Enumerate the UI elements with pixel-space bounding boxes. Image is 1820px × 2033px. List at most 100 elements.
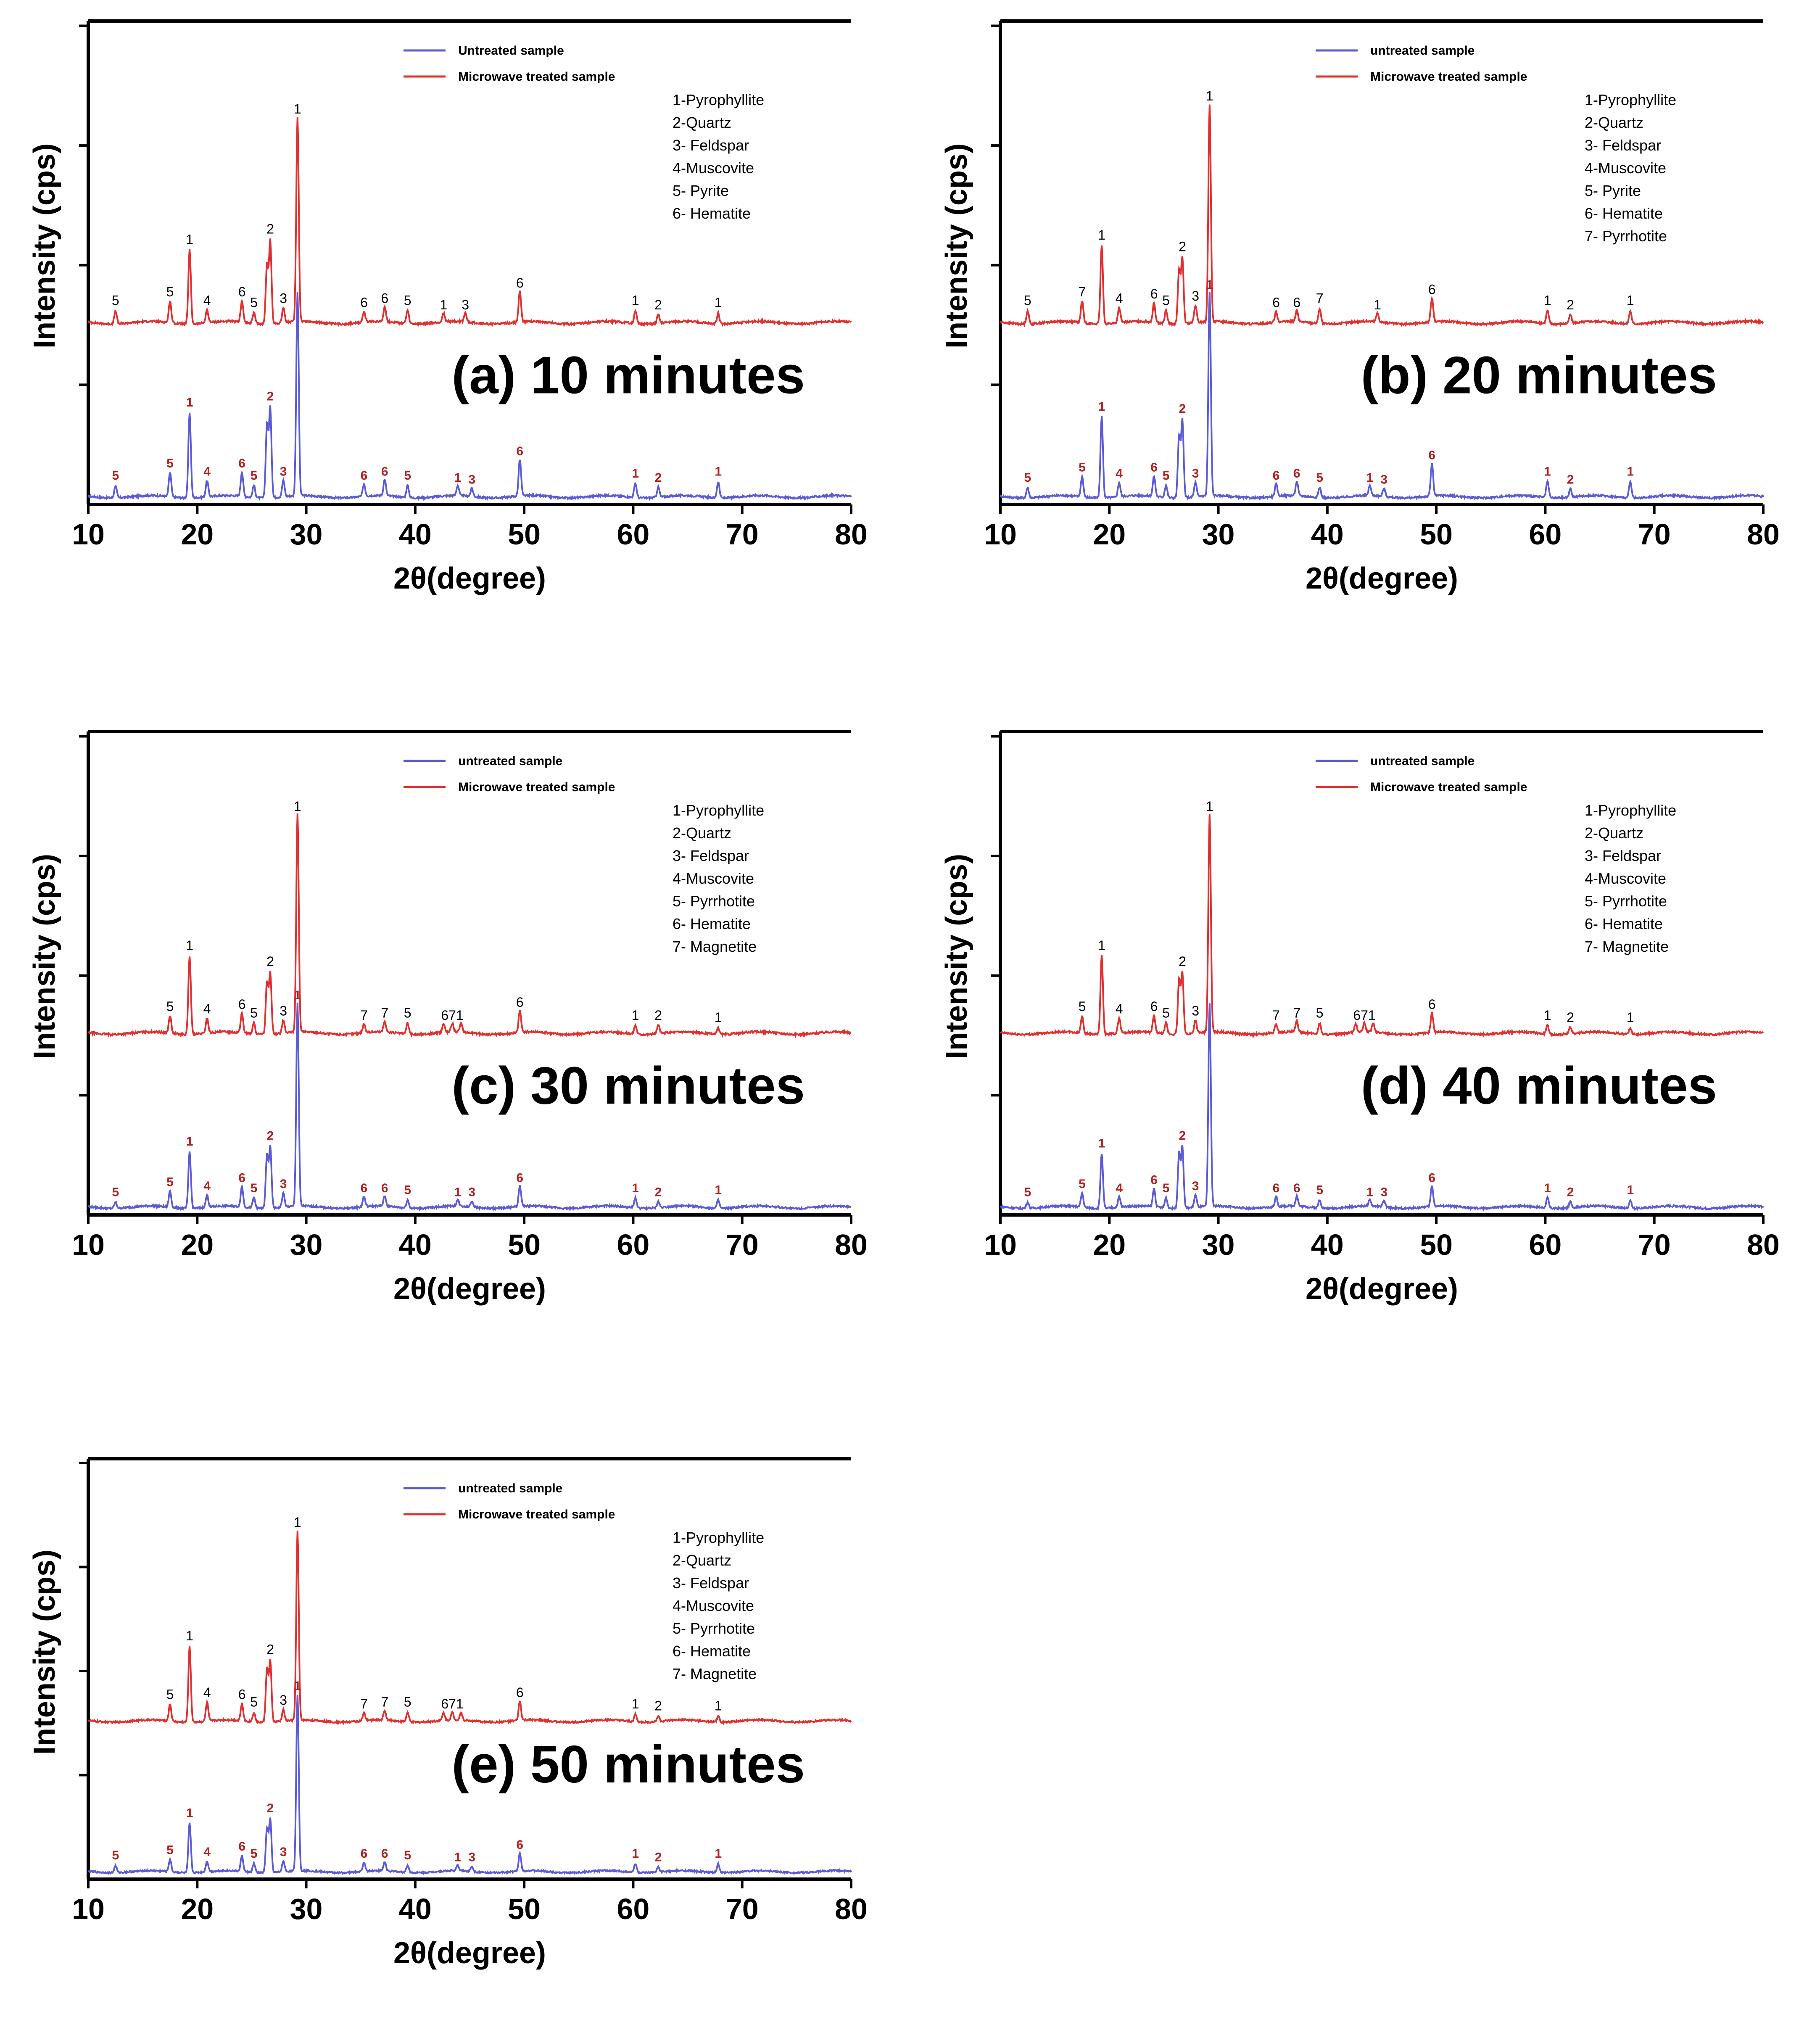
treated-peak-marker: 5 xyxy=(166,1687,174,1702)
untreated-peak-marker: 4 xyxy=(203,465,211,478)
untreated-peak-marker: 1 xyxy=(715,465,722,478)
panel-label: (b) 20 minutes xyxy=(1361,346,1717,405)
untreated-peak-marker: 2 xyxy=(1567,473,1574,487)
untreated-peak-marker: 1 xyxy=(632,467,639,481)
untreated-peak-marker: 4 xyxy=(203,1845,211,1859)
treated-peak-marker: 1 xyxy=(186,1628,193,1643)
legend-label: untreated sample xyxy=(458,1481,562,1495)
treated-peak-marker: 6 xyxy=(381,290,388,306)
untreated-peak-marker: 2 xyxy=(655,1850,662,1864)
treated-peak-marker: 1 xyxy=(1627,1010,1634,1025)
treated-peak-marker: 5 xyxy=(404,1006,411,1021)
untreated-peak-marker: 5 xyxy=(251,1181,258,1195)
x-tick-label: 30 xyxy=(290,518,323,551)
untreated-peak-marker: 2 xyxy=(267,1129,274,1143)
untreated-peak-marker: 1 xyxy=(1098,400,1105,414)
phase-key-item: 1-Pyrophyllite xyxy=(673,91,764,108)
treated-peak-marker: 2 xyxy=(654,297,662,312)
treated-peak-marker: 1 xyxy=(1098,938,1105,953)
treated-peak-marker: 7 xyxy=(1079,284,1086,299)
x-tick-label: 30 xyxy=(290,1228,323,1261)
x-tick-label: 80 xyxy=(1747,1228,1780,1261)
xrd-panel-e: 10 20 30 40 50 60 70 80 2θ(degree) Intensity (cps… xyxy=(28,1457,868,1970)
x-tick-label: 10 xyxy=(984,518,1017,551)
phase-key-item: 3- Feldspar xyxy=(673,1574,749,1592)
untreated-peak-marker: 6 xyxy=(361,1181,368,1195)
treated-series-line xyxy=(88,813,852,1038)
treated-peak-marker: 5 xyxy=(1162,293,1170,308)
treated-peak-marker: 1 xyxy=(1206,88,1213,103)
untreated-peak-marker: 5 xyxy=(166,457,174,470)
phase-key-item: 2-Quartz xyxy=(1585,824,1643,842)
x-tick-label: 40 xyxy=(399,1228,432,1261)
phase-key-item: 5- Pyrite xyxy=(673,182,729,199)
x-tick-label: 50 xyxy=(1420,1228,1453,1261)
untreated-peak-marker: 1 xyxy=(1544,465,1551,478)
phase-key-item: 4-Muscovite xyxy=(673,870,754,887)
legend-label: Microwave treated sample xyxy=(1370,70,1527,84)
x-tick-label: 40 xyxy=(1311,1228,1344,1261)
treated-peak-marker: 6 xyxy=(1293,295,1300,310)
legend-label: Untreated sample xyxy=(458,44,564,58)
treated-peak-marker: 5 xyxy=(404,1695,411,1710)
phase-key-item: 6- Hematite xyxy=(1585,915,1663,932)
treated-peak-marker: 2 xyxy=(266,954,274,969)
treated-peak-marker: 5 xyxy=(250,295,258,310)
untreated-peak-marker: 5 xyxy=(1316,471,1323,485)
xrd-panel-a: 10 20 30 40 50 60 70 80 2θ(degree) Intensity (cps… xyxy=(28,19,868,595)
untreated-peak-marker: 1 xyxy=(1627,465,1634,478)
phase-key-item: 4-Muscovite xyxy=(673,1597,754,1614)
untreated-peak-marker: 1 xyxy=(632,1847,639,1861)
untreated-peak-marker: 5 xyxy=(1079,461,1086,475)
treated-peak-marker: 7 xyxy=(1293,1006,1300,1021)
treated-series-line xyxy=(1000,813,1764,1038)
legend-label: untreated sample xyxy=(1370,754,1474,768)
phase-key-item: 1-Pyrophyllite xyxy=(673,802,764,819)
untreated-peak-marker: 6 xyxy=(1150,1173,1158,1187)
treated-peak-marker: 5 xyxy=(1316,1006,1324,1021)
treated-peak-marker: 5 xyxy=(250,1006,258,1021)
x-tick-label: 60 xyxy=(617,518,649,551)
treated-peak-marker: 1 xyxy=(294,101,301,116)
x-tick-label: 70 xyxy=(726,1228,759,1261)
untreated-peak-marker: 5 xyxy=(1163,469,1170,483)
x-tick-label: 10 xyxy=(984,1228,1017,1261)
untreated-peak-marker: 2 xyxy=(655,471,662,485)
phase-key-item: 1-Pyrophyllite xyxy=(1585,91,1676,108)
untreated-peak-marker: 3 xyxy=(468,473,475,487)
treated-peak-marker: 2 xyxy=(1567,297,1574,312)
untreated-peak-marker: 5 xyxy=(1316,1183,1323,1197)
untreated-peak-marker: 6 xyxy=(1428,1171,1435,1185)
untreated-peak-marker: 6 xyxy=(1293,1181,1300,1195)
untreated-peak-marker: 3 xyxy=(1192,1179,1199,1193)
untreated-peak-marker: 1 xyxy=(454,1850,462,1864)
legend-label: Microwave treated sample xyxy=(458,70,615,84)
treated-peak-marker: 1 xyxy=(1544,293,1551,308)
untreated-peak-marker: 6 xyxy=(1273,1181,1280,1195)
treated-peak-marker: 1 xyxy=(1098,227,1105,243)
x-tick-label: 20 xyxy=(181,518,214,551)
x-tick-label: 10 xyxy=(72,1228,105,1261)
legend-label: untreated sample xyxy=(1370,44,1474,58)
x-tick-label: 80 xyxy=(835,1893,868,1925)
treated-peak-marker: 2 xyxy=(266,1642,274,1657)
treated-peak-marker: 1 xyxy=(186,938,193,953)
treated-series-line xyxy=(87,1530,852,1726)
untreated-peak-marker: 1 xyxy=(715,1847,722,1861)
xrd-panel-d: 10 20 30 40 50 60 70 80 2θ(degree) Intensity (cps… xyxy=(940,730,1780,1306)
panel-label: (e) 50 minutes xyxy=(451,1735,805,1794)
x-axis-label: 2θ(degree) xyxy=(393,562,546,595)
treated-peak-marker: 2 xyxy=(1179,239,1186,254)
legend-label: Microwave treated sample xyxy=(1370,780,1527,794)
treated-peak-marker: 1 xyxy=(715,295,722,310)
treated-peak-marker: 1 xyxy=(1206,799,1213,814)
x-tick-label: 60 xyxy=(1529,1228,1562,1261)
phase-key-item: 5- Pyrrhotite xyxy=(1585,892,1667,910)
untreated-peak-marker: 1 xyxy=(454,471,462,485)
treated-peak-marker: 1 xyxy=(715,1698,722,1714)
x-tick-label: 70 xyxy=(726,1893,759,1925)
treated-peak-marker: 6 xyxy=(360,295,368,310)
untreated-peak-marker: 6 xyxy=(361,1847,368,1861)
treated-peak-marker: 2 xyxy=(1179,954,1186,969)
x-tick-label: 50 xyxy=(508,518,541,551)
